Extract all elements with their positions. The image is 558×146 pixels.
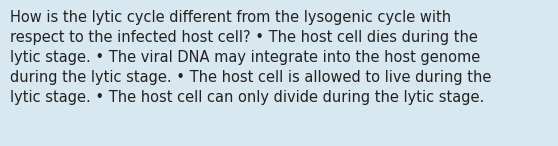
Text: How is the lytic cycle different from the lysogenic cycle with
respect to the in: How is the lytic cycle different from th… <box>10 10 492 105</box>
